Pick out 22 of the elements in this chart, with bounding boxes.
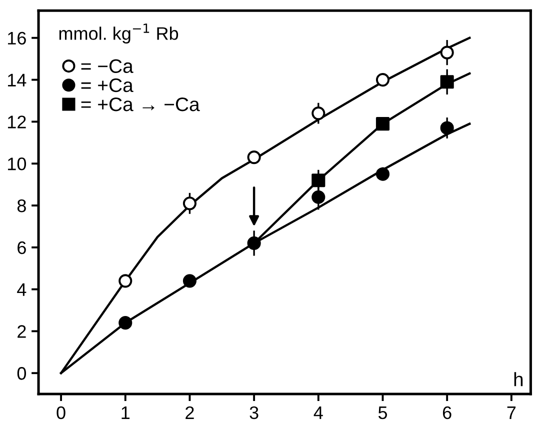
legend-label: = −Ca — [81, 59, 134, 74]
y-tick-label: 8 — [17, 199, 26, 212]
x-tick-label: 2 — [186, 406, 194, 419]
y-tick-label: 4 — [17, 283, 26, 296]
y-axis-title: mmol. kg$^{−1}$ Rb — [59, 24, 178, 44]
y-tick-label: 14 — [8, 74, 26, 86]
legend-label: = +Ca → −Ca — [81, 97, 200, 112]
x-tick-label: 7 — [507, 406, 516, 419]
x-tick-label: 6 — [442, 406, 452, 420]
x-axis-title: h — [514, 372, 523, 386]
y-tick-label: 10 — [8, 158, 26, 170]
y-tick-label: 16 — [8, 32, 26, 45]
x-tick-label: 4 — [314, 406, 323, 419]
x-tick-label: 1 — [122, 406, 130, 419]
y-tick-label: 0 — [17, 367, 26, 380]
legend-label: = +Ca — [81, 78, 134, 92]
y-tick-label: 6 — [18, 241, 26, 254]
y-tick-label: 12 — [8, 116, 26, 128]
y-tick-label: 2 — [18, 325, 26, 338]
x-tick-label: 0 — [56, 406, 66, 420]
x-tick-label: 3 — [250, 406, 258, 420]
x-tick-label: 5 — [378, 406, 388, 420]
